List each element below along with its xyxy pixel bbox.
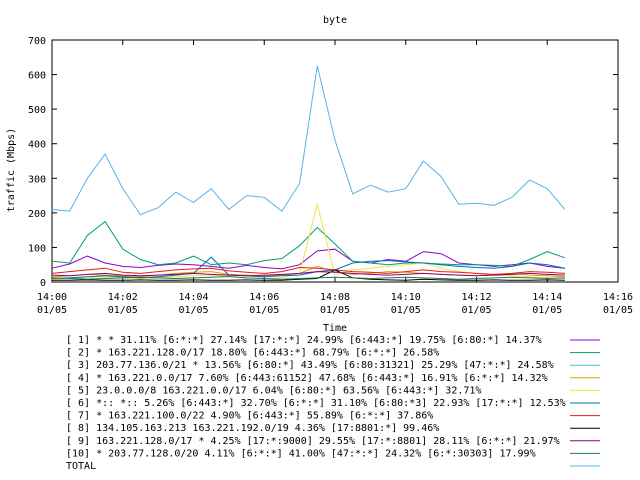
series-line [51, 65, 566, 216]
x-tick-label-date: 01/05 [461, 305, 491, 316]
series-line [51, 271, 565, 277]
plot-area [51, 39, 619, 283]
y-tick-label: 100 [28, 243, 46, 254]
legend-label: [ 7] * 163.221.100.0/22 4.90% [6:443:*] … [66, 411, 433, 422]
x-tick-label-time: 14:12 [461, 292, 491, 303]
legend-label: [ 1] * * 31.11% [6:*:*] 27.14% [17:*:*] … [66, 335, 542, 346]
x-tick-label-date: 01/05 [108, 305, 138, 316]
y-axis-label: traffic (Mbps) [6, 128, 17, 212]
legend-label: [ 6] *:: *:: 5.26% [6:443:*] 32.70% [6:*… [66, 398, 566, 409]
legend-label: [ 8] 134.105.163.213 163.221.192.0/19 4.… [66, 423, 439, 434]
x-tick-label-date: 01/05 [532, 305, 562, 316]
x-tick-label-date: 01/05 [391, 305, 421, 316]
x-tick-label-time: 14:08 [320, 292, 350, 303]
y-tick-label: 500 [28, 105, 46, 116]
legend: [ 1] * * 31.11% [6:*:*] 27.14% [17:*:*] … [66, 335, 600, 472]
series-lines [51, 65, 566, 281]
legend-label: [ 2] * 163.221.128.0/17 18.80% [6:443:*]… [66, 348, 439, 359]
x-tick-label-time: 14:02 [108, 292, 138, 303]
legend-label: [ 4] * 163.221.0.0/17 7.60% [6:443:61152… [66, 373, 548, 384]
legend-label: [ 5] 23.0.0.0/8 163.221.0.0/17 6.04% [6:… [66, 385, 481, 396]
y-tick-label: 600 [28, 71, 46, 82]
legend-label: [ 9] 163.221.128.0/17 * 4.25% [17:*:9000… [66, 436, 560, 447]
y-tick-label: 0 [40, 278, 46, 289]
series-line [51, 220, 566, 267]
x-tick-label-date: 01/05 [320, 305, 350, 316]
x-axis-label: Time [323, 323, 347, 334]
series-line [51, 266, 565, 275]
x-tick-label-time: 14:14 [532, 292, 562, 303]
x-tick-label-date: 01/05 [603, 305, 633, 316]
y-tick-label: 300 [28, 174, 46, 185]
x-tick-label-date: 01/05 [249, 305, 279, 316]
y-tick-label: 200 [28, 209, 46, 220]
x-tick-label-time: 14:00 [37, 292, 67, 303]
y-tick-label: 700 [28, 36, 46, 47]
axes: 0 100 200 300 400 500 600 700 14:00 01/05 14:02 01/… [28, 36, 633, 316]
y-tick-label: 400 [28, 140, 46, 151]
chart-title: byte [323, 15, 347, 26]
series-line [52, 269, 565, 281]
legend-label: [10] * 203.77.128.0/20 4.11% [6:*:*] 41.… [66, 448, 536, 459]
x-tick-label-time: 14:06 [249, 292, 279, 303]
x-tick-label-date: 01/05 [37, 305, 67, 316]
x-tick-label-time: 14:16 [603, 292, 633, 303]
x-tick-label-date: 01/05 [178, 305, 208, 316]
x-tick-label-time: 14:10 [391, 292, 421, 303]
series-line [51, 275, 565, 280]
x-tick-label-time: 14:04 [178, 292, 208, 303]
legend-label: TOTAL [66, 461, 96, 472]
legend-label: [ 3] 203.77.136.0/21 * 13.56% [6:80:*] 4… [66, 360, 554, 371]
series-line [51, 248, 565, 270]
